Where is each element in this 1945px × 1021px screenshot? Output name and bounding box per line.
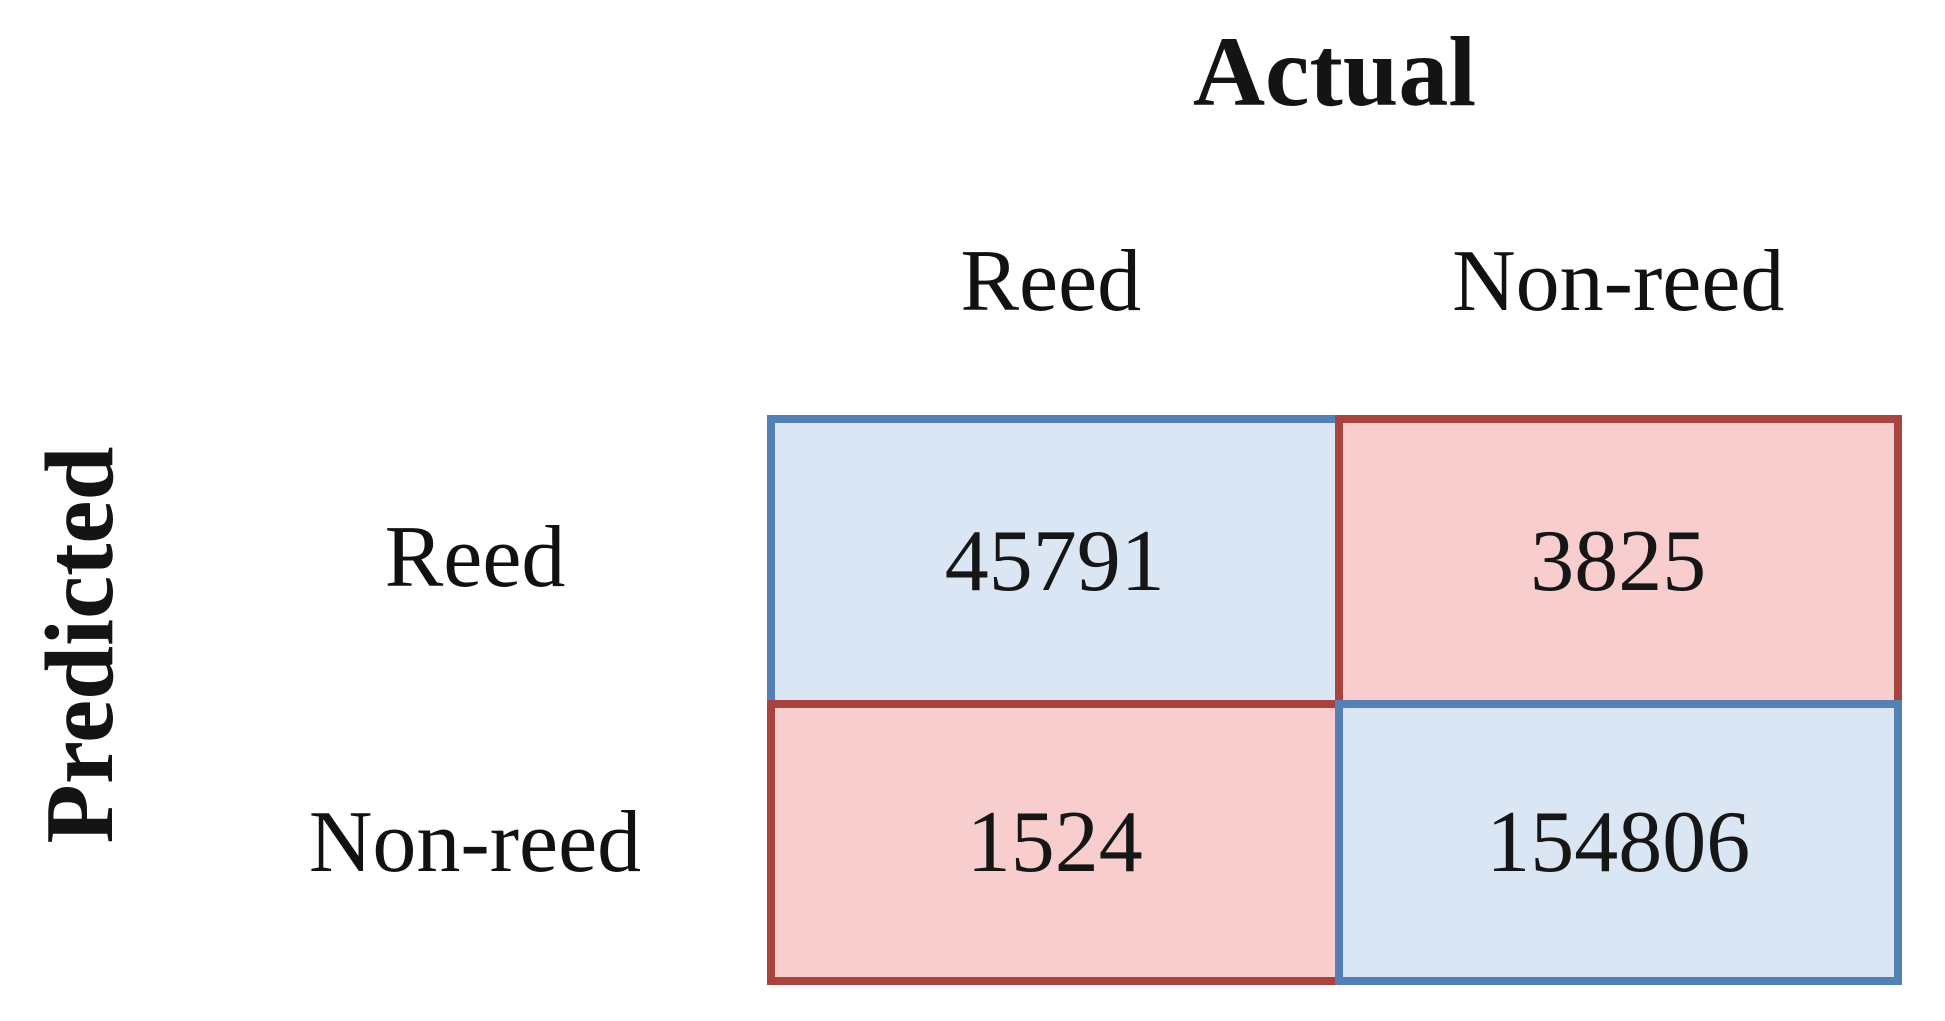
cell-false-negative: 1524 <box>767 700 1335 985</box>
column-header-non-reed: Non-reed <box>1452 233 1785 330</box>
row-label-non-reed: Non-reed <box>308 793 642 891</box>
column-header-reed: Reed <box>960 233 1142 330</box>
confusion-matrix-grid: 45791 3825 1524 154806 <box>767 415 1902 985</box>
axis-title-actual: Actual <box>1192 16 1477 127</box>
cell-false-positive: 3825 <box>1334 415 1902 700</box>
column-headers: Reed Non-reed <box>767 238 1902 326</box>
row-labels: Reed Non-reed <box>180 415 770 985</box>
cell-true-positive: 45791 <box>767 415 1335 700</box>
row-label-reed: Reed <box>384 508 566 606</box>
cell-true-negative: 154806 <box>1334 700 1902 985</box>
axis-title-predicted: Predicted <box>26 446 133 844</box>
